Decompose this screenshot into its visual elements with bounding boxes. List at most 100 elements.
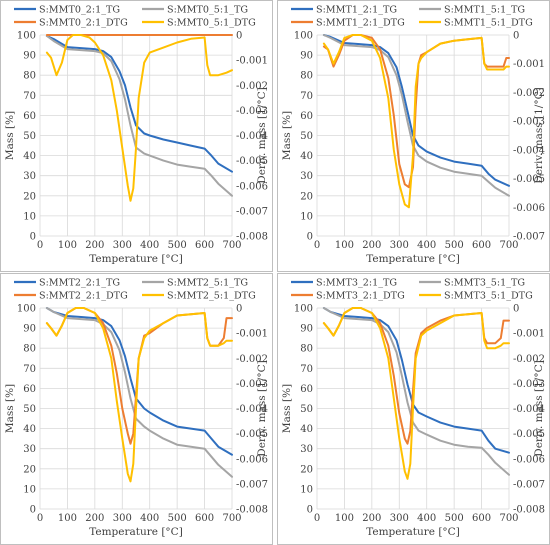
y-tick-label: 40: [300, 151, 313, 162]
y2-tick-label: -0.005: [236, 156, 268, 167]
legend-label: S:MMT1_2:1_TG: [316, 5, 397, 16]
y2-tick-label: -0.001: [236, 56, 268, 67]
y-tick-label: 60: [300, 384, 313, 395]
y2-tick-label: -0.002: [513, 88, 545, 99]
y2-tick-label: -0.008: [236, 505, 268, 516]
y2-tick-label: -0.008: [236, 232, 268, 243]
x-tick-label: 600: [195, 513, 214, 524]
y2-tick-label: 0: [236, 304, 242, 315]
y-tick-label: 0: [307, 232, 313, 243]
y-tick-label: 50: [23, 404, 36, 415]
legend-label: S:MMT0_5:1_TG: [167, 5, 248, 16]
y-tick-label: 0: [30, 505, 36, 516]
x-tick-label: 100: [58, 240, 77, 251]
series-line-s-mmt2-5-1-tg: [45, 307, 233, 478]
y-tick-label: 50: [300, 404, 313, 415]
y-tick-label: 100: [294, 304, 313, 315]
y-axis-title: Mass [%]: [4, 384, 16, 433]
x-tick-label: 600: [195, 240, 214, 251]
x-tick-label: 400: [140, 513, 159, 524]
series-line-s-mmt1-5-1-dtg: [322, 34, 510, 209]
y2-tick-label: -0.007: [236, 479, 268, 490]
y2-tick-label: -0.007: [513, 232, 545, 243]
y-tick-label: 50: [300, 131, 313, 142]
y2-tick-label: 0: [236, 31, 242, 42]
y-axis-title: Mass [%]: [281, 111, 293, 160]
series-line-s-mmt2-5-1-dtg: [45, 307, 233, 483]
x-tick-label: 500: [168, 513, 187, 524]
y2-tick-label: -0.004: [513, 145, 545, 156]
y2-tick-label: -0.005: [513, 174, 545, 185]
y2-tick-label: -0.002: [236, 81, 268, 92]
y2-tick-label: -0.007: [236, 206, 268, 217]
legend-label: S:MMT3_5:1_TG: [444, 278, 525, 289]
y2-tick-label: -0.005: [513, 429, 545, 440]
y-tick-label: 80: [300, 71, 313, 82]
x-tick-label: 600: [472, 513, 491, 524]
y-tick-label: 20: [23, 464, 36, 475]
y-tick-label: 40: [23, 424, 36, 435]
x-tick-label: 500: [445, 240, 464, 251]
x-tick-label: 0: [37, 513, 43, 524]
y-tick-label: 90: [300, 324, 313, 335]
y-tick-label: 100: [17, 304, 36, 315]
legend-label: S:MMT0_2:1_TG: [39, 5, 120, 16]
y-axis-title: Mass [%]: [281, 384, 293, 433]
legend-label: S:MMT1_5:1_TG: [444, 5, 525, 16]
y-tick-label: 10: [23, 484, 36, 495]
y2-axis-title: Deriv. mass [1/°C]: [533, 360, 545, 456]
y-tick-label: 30: [300, 171, 313, 182]
series-line-s-mmt1-5-1-tg: [322, 34, 510, 197]
y2-tick-label: -0.002: [236, 354, 268, 365]
legend-label: S:MMT1_2:1_DTG: [316, 18, 405, 29]
legend-label: S:MMT2_2:1_DTG: [39, 291, 128, 302]
y2-tick-label: -0.004: [513, 404, 545, 415]
x-tick-label: 200: [362, 240, 381, 251]
x-axis-title: Temperature [°C]: [89, 253, 183, 265]
series-line-s-mmt0-2-1-tg: [45, 35, 233, 173]
y2-tick-label: -0.007: [513, 479, 545, 490]
y-tick-label: 90: [23, 324, 36, 335]
y-tick-label: 70: [23, 91, 36, 102]
y2-tick-label: -0.001: [236, 329, 268, 340]
y2-tick-label: -0.005: [236, 429, 268, 440]
y2-tick-label: -0.006: [513, 454, 545, 465]
panel-mmt3: S:MMT3_2:1_TG S:MMT3_5:1_TG S:MMT3_2:1_DTG…: [277, 273, 550, 545]
series-line-s-mmt0-5-1-dtg: [45, 34, 233, 202]
y-tick-label: 50: [23, 131, 36, 142]
x-tick-label: 500: [445, 513, 464, 524]
legend-label: S:MMT1_5:1_DTG: [444, 18, 533, 29]
x-tick-label: 700: [499, 240, 518, 251]
legend-label: S:MMT0_2:1_DTG: [39, 18, 128, 29]
x-tick-label: 100: [335, 240, 354, 251]
x-tick-label: 100: [335, 513, 354, 524]
y-tick-label: 30: [300, 444, 313, 455]
x-tick-label: 400: [417, 513, 436, 524]
y-tick-label: 40: [300, 424, 313, 435]
y2-tick-label: -0.001: [513, 329, 545, 340]
y-tick-label: 20: [300, 191, 313, 202]
series-line-s-mmt3-5-1-tg: [322, 307, 510, 476]
y-tick-label: 60: [23, 384, 36, 395]
x-tick-label: 700: [222, 513, 241, 524]
y2-tick-label: -0.008: [513, 505, 545, 516]
legend-label: S:MMT2_5:1_TG: [167, 278, 248, 289]
x-tick-label: 0: [314, 240, 320, 251]
y-axis-title: Mass [%]: [4, 111, 16, 160]
x-tick-label: 300: [390, 240, 409, 251]
y-tick-label: 0: [30, 232, 36, 243]
legend-label: S:MMT2_2:1_TG: [39, 278, 120, 289]
panel-mmt2: S:MMT2_2:1_TG S:MMT2_5:1_TG S:MMT2_2:1_DTG…: [0, 273, 273, 545]
y-tick-label: 100: [17, 31, 36, 42]
legend-label: S:MMT3_5:1_DTG: [444, 291, 533, 302]
y-tick-label: 60: [300, 111, 313, 122]
x-tick-label: 200: [85, 513, 104, 524]
x-tick-label: 300: [113, 240, 132, 251]
y2-tick-label: -0.003: [236, 379, 268, 390]
y2-tick-label: -0.004: [236, 131, 268, 142]
y2-tick-label: -0.001: [513, 59, 545, 70]
x-tick-label: 300: [390, 513, 409, 524]
y2-axis-title: Deriv. mass [1/°C]: [533, 87, 545, 183]
y2-tick-label: -0.003: [513, 379, 545, 390]
